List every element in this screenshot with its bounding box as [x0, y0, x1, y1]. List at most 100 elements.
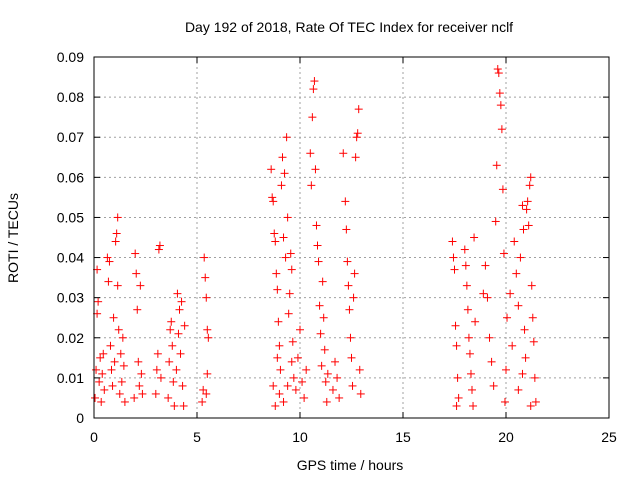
- y-tick-label: 0.05: [57, 209, 84, 225]
- data-point: [510, 237, 519, 246]
- data-point: [283, 213, 292, 222]
- data-point: [518, 369, 527, 378]
- data-point: [312, 221, 321, 230]
- data-point: [489, 381, 498, 390]
- data-point: [176, 349, 185, 358]
- data-point: [350, 269, 359, 278]
- data-point: [518, 201, 527, 210]
- data-point: [311, 165, 320, 174]
- x-tick-label: 5: [193, 429, 201, 445]
- data-point: [339, 149, 348, 158]
- x-tick-label: 25: [601, 429, 617, 445]
- data-point: [523, 197, 532, 206]
- data-point: [151, 389, 160, 398]
- data-point: [274, 317, 283, 326]
- data-point: [468, 385, 477, 394]
- y-tick-label: 0.04: [57, 250, 84, 266]
- data-point: [113, 281, 122, 290]
- data-point: [448, 237, 457, 246]
- data-point: [166, 325, 175, 334]
- data-point: [113, 213, 122, 222]
- data-point: [118, 333, 127, 342]
- data-point: [204, 333, 213, 342]
- data-point: [131, 249, 140, 258]
- data-point: [136, 281, 145, 290]
- data-point: [287, 265, 296, 274]
- data-point: [461, 261, 470, 270]
- y-tick-label: 0.07: [57, 129, 84, 145]
- data-point: [135, 381, 144, 390]
- data-point: [464, 333, 473, 342]
- data-point: [276, 365, 285, 374]
- data-point: [203, 325, 212, 334]
- data-point: [470, 233, 479, 242]
- data-point: [95, 377, 104, 386]
- data-point: [282, 133, 291, 142]
- data-point: [527, 281, 536, 290]
- data-point: [108, 381, 117, 390]
- data-point: [452, 401, 461, 410]
- data-point: [492, 161, 501, 170]
- data-point: [317, 361, 326, 370]
- data-point: [465, 349, 474, 358]
- data-point: [328, 385, 337, 394]
- data-point: [528, 313, 537, 322]
- data-point: [345, 305, 354, 314]
- data-point: [275, 389, 284, 398]
- data-point: [119, 361, 128, 370]
- data-point: [168, 341, 177, 350]
- data-point: [514, 301, 523, 310]
- data-point: [110, 357, 119, 366]
- data-point: [175, 305, 184, 314]
- data-point: [96, 353, 105, 362]
- data-point: [130, 393, 139, 402]
- data-point: [451, 321, 460, 330]
- data-point: [512, 269, 521, 278]
- data-point: [199, 385, 208, 394]
- data-point: [296, 325, 304, 334]
- data-point: [201, 273, 210, 282]
- data-point: [104, 277, 113, 286]
- y-tick-label: 0: [76, 410, 84, 426]
- data-point: [454, 393, 463, 402]
- data-point: [526, 173, 535, 182]
- data-point: [267, 165, 276, 174]
- data-point: [463, 305, 472, 314]
- data-point: [450, 265, 459, 274]
- data-point: [106, 341, 115, 350]
- data-point: [320, 345, 329, 354]
- data-point: [177, 297, 186, 306]
- y-axis-title: ROTI / TECUs: [5, 193, 21, 283]
- data-point: [272, 269, 281, 278]
- data-point: [500, 397, 509, 406]
- data-point: [153, 349, 162, 358]
- data-point: [508, 341, 517, 350]
- data-point: [496, 101, 505, 110]
- data-point: [471, 317, 480, 326]
- data-point: [343, 257, 352, 266]
- data-point: [112, 229, 121, 238]
- data-point: [164, 393, 173, 402]
- data-point: [302, 365, 311, 374]
- data-point: [347, 353, 356, 362]
- y-tick-label: 0.06: [57, 169, 84, 185]
- data-point: [495, 89, 504, 98]
- data-point: [348, 381, 357, 390]
- data-point: [452, 341, 461, 350]
- data-point: [307, 181, 316, 190]
- data-point: [279, 233, 288, 242]
- data-point: [516, 253, 525, 262]
- data-point: [333, 373, 342, 382]
- data-point: [526, 401, 535, 410]
- data-point: [487, 357, 496, 366]
- data-point: [270, 229, 279, 238]
- data-point: [315, 301, 324, 310]
- data-point: [331, 357, 340, 366]
- data-point: [275, 341, 284, 350]
- data-point: [198, 397, 207, 406]
- data-point: [346, 333, 355, 342]
- data-point: [313, 241, 322, 250]
- data-point: [288, 337, 297, 346]
- data-point: [134, 357, 143, 366]
- data-point: [200, 253, 209, 262]
